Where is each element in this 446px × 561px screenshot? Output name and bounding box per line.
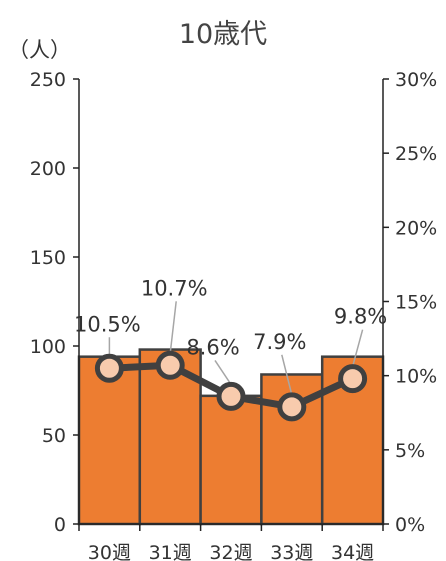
rate-point-30週 (94, 353, 124, 383)
right-tick-label: 15% (395, 292, 437, 314)
y-axis-unit-label: （人） (8, 38, 71, 62)
right-tick-label: 0% (395, 514, 425, 536)
right-tick-label: 20% (395, 217, 437, 239)
left-tick-label: 200 (30, 158, 66, 180)
left-tick-label: 100 (30, 336, 66, 358)
left-tick-label: 0 (54, 514, 66, 536)
bar-32週 (199, 394, 263, 526)
right-tick-label: 5% (395, 440, 425, 462)
leader-line (351, 329, 364, 367)
x-tick-label: 31週 (149, 542, 192, 561)
x-tick-label: 30週 (88, 542, 131, 561)
x-tick-label: 33週 (270, 542, 313, 561)
rate-point-32週 (216, 381, 246, 411)
rate-line-series (94, 350, 368, 422)
tick-labels: 0 50 100 150 200 250 0% 5% 10% 15% 20% 25% 30% 30週 31週… (30, 69, 438, 561)
right-tick-label: 30% (395, 69, 437, 91)
right-tick-label: 25% (395, 143, 437, 165)
leader-line (169, 301, 177, 354)
x-tick-label: 34週 (331, 542, 374, 561)
data-labels: 10.5%10.7% 8.6% 7.9% 9.8% (74, 276, 387, 359)
right-tick-label: 10% (395, 366, 437, 388)
bar-series (77, 348, 385, 526)
rate-label: 9.8% (334, 305, 387, 329)
rate-label: 10.7% (141, 276, 208, 300)
rate-label: 8.6% (186, 335, 239, 359)
chart-title: 10歳代 (178, 19, 268, 50)
left-tick-label: 50 (42, 425, 66, 447)
x-tick-label: 32週 (209, 542, 252, 561)
rate-label: 7.9% (253, 330, 306, 354)
axes (73, 78, 389, 531)
rate-point-33週 (277, 392, 307, 422)
left-tick-label: 250 (30, 69, 66, 91)
rate-point-34週 (338, 364, 368, 394)
leader-lines (108, 301, 364, 395)
leader-line (214, 360, 232, 385)
rate-point-31週 (155, 350, 185, 380)
left-tick-label: 150 (30, 247, 66, 269)
leader-line (281, 354, 293, 395)
rate-label: 10.5% (74, 312, 141, 336)
